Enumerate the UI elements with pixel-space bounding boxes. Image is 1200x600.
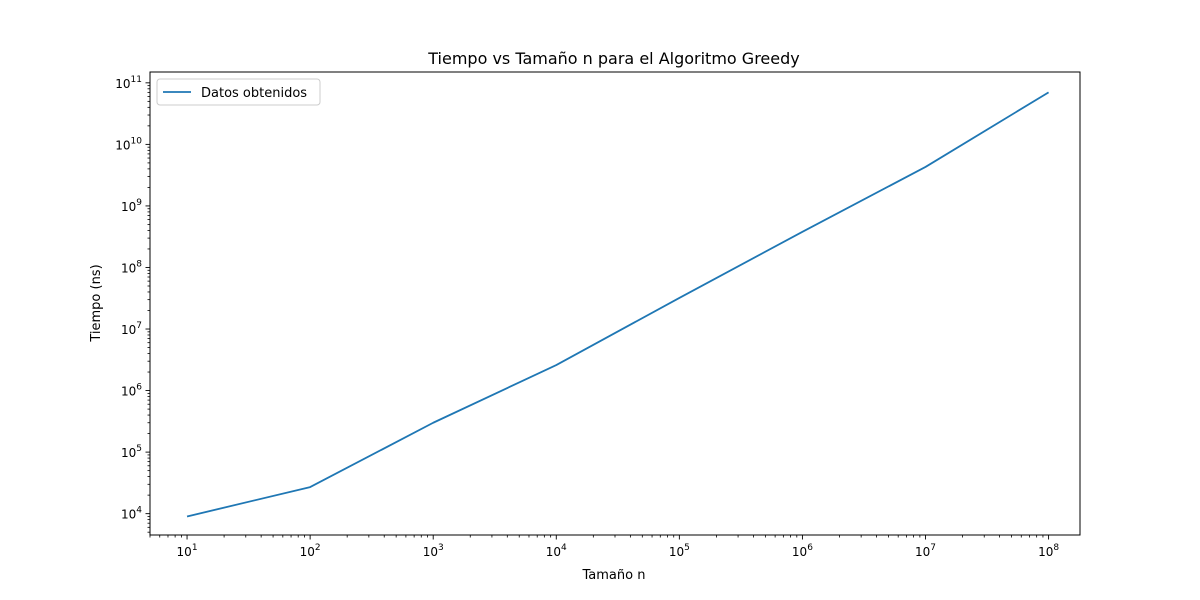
x-tick-label: 102 [300, 543, 321, 559]
chart-title: Tiempo vs Tamaño n para el Algoritmo Gre… [427, 49, 799, 68]
x-tick-label: 101 [177, 543, 198, 559]
y-tick-label: 109 [121, 198, 142, 214]
plot-area: 101 102 103 104 105 106 107 108 104 105 106 107 108 1… [115, 71, 1081, 559]
axes-frame [149, 71, 1081, 536]
y-tick-label: 107 [121, 321, 142, 337]
y-tick-label: 1011 [115, 75, 142, 91]
x-tick-label: 103 [423, 543, 444, 559]
legend: Datos obtenidos [156, 78, 321, 106]
y-tick-label: 105 [121, 444, 142, 460]
y-tick-label: 1010 [115, 136, 142, 152]
x-tick-label: 106 [792, 543, 813, 559]
x-tick-label: 108 [1038, 543, 1059, 559]
x-tick-label: 107 [915, 543, 936, 559]
x-tick-label: 104 [546, 543, 567, 559]
x-tick-label: 105 [669, 543, 690, 559]
legend-label: Datos obtenidos [201, 86, 307, 101]
y-tick-label: 108 [121, 259, 142, 275]
x-axis-label: Tamaño n [582, 568, 646, 583]
legend-box [156, 78, 321, 106]
y-axis-label: Tiempo (ns) [89, 264, 104, 342]
series-line [186, 91, 1050, 518]
y-tick-label: 106 [121, 383, 142, 399]
y-tick-label: 104 [121, 506, 142, 522]
